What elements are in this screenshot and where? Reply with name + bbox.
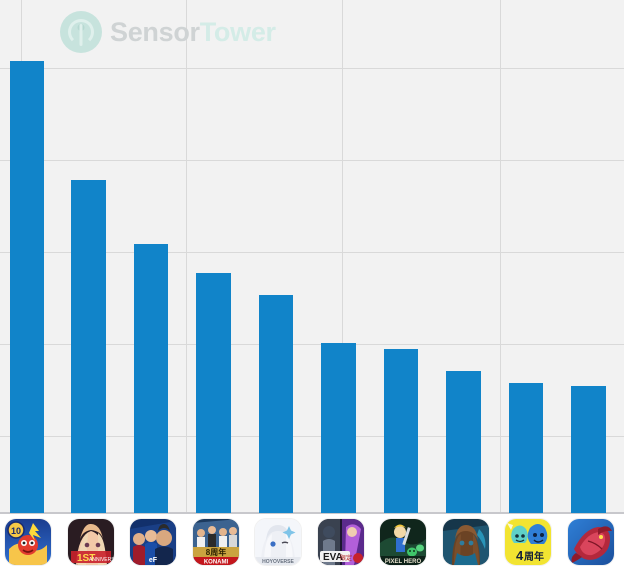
first-anniversary-rpg-icon[interactable]: 1ST ANNIVERSARY bbox=[68, 519, 114, 565]
svg-text:4: 4 bbox=[516, 548, 524, 563]
bar-9[interactable] bbox=[509, 383, 543, 513]
svg-text:限定: 限定 bbox=[340, 554, 352, 562]
gridline-h-3 bbox=[0, 344, 624, 345]
svg-text:KONAMI: KONAMI bbox=[204, 560, 229, 566]
gridline-v-3 bbox=[500, 0, 501, 514]
efootball-icon[interactable]: eF bbox=[130, 519, 176, 565]
red-dragon-icon[interactable] bbox=[568, 519, 614, 565]
gridline-h-1 bbox=[0, 160, 624, 161]
gridline-h-0 bbox=[0, 68, 624, 69]
dragon-quest-walk-icon[interactable]: 4 周年 bbox=[505, 519, 551, 565]
plot-area: SensorTower bbox=[0, 0, 624, 514]
svg-text:EVA: EVA bbox=[323, 552, 343, 563]
gridline-h-2 bbox=[0, 252, 624, 253]
gridline-v-1 bbox=[186, 0, 187, 514]
bar-6[interactable] bbox=[321, 343, 356, 513]
bar-2[interactable] bbox=[71, 180, 106, 513]
eva-collab-icon[interactable]: EVA 限定 bbox=[318, 519, 364, 565]
monster-strike-icon[interactable]: 10 bbox=[5, 519, 51, 565]
svg-text:1ST: 1ST bbox=[77, 553, 95, 564]
x-axis-baseline bbox=[0, 512, 624, 514]
bars-layer bbox=[10, 61, 606, 513]
svg-text:HOYOVERSE: HOYOVERSE bbox=[262, 559, 294, 565]
bar-4[interactable] bbox=[196, 273, 231, 513]
svg-text:8周年: 8周年 bbox=[206, 547, 226, 557]
bar-10[interactable] bbox=[571, 386, 606, 513]
svg-text:周年: 周年 bbox=[524, 550, 544, 563]
bar-8[interactable] bbox=[446, 371, 481, 513]
anime-girl-rpg-icon[interactable] bbox=[443, 519, 489, 565]
bar-7[interactable] bbox=[384, 349, 418, 513]
svg-text:ANNIVERSARY: ANNIVERSARY bbox=[89, 557, 114, 563]
svg-text:eF: eF bbox=[149, 557, 158, 564]
app-icon-axis-labels: 10 1ST ANNIVERSARY eF 8周年 KONAMI HOYOVER… bbox=[0, 514, 624, 569]
bar-5[interactable] bbox=[259, 295, 293, 513]
konami-baseball-icon[interactable]: 8周年 KONAMI bbox=[193, 519, 239, 565]
gridline-v-2 bbox=[342, 0, 343, 514]
pixel-hero-icon[interactable]: PIXEL HERO bbox=[380, 519, 426, 565]
gridline-h-4 bbox=[0, 436, 624, 437]
hoyoverse-icon[interactable]: HOYOVERSE bbox=[255, 519, 301, 565]
bar-1[interactable] bbox=[10, 61, 44, 513]
bar-3[interactable] bbox=[134, 244, 168, 513]
svg-text:PIXEL HERO: PIXEL HERO bbox=[385, 559, 422, 565]
svg-text:10: 10 bbox=[11, 526, 21, 536]
